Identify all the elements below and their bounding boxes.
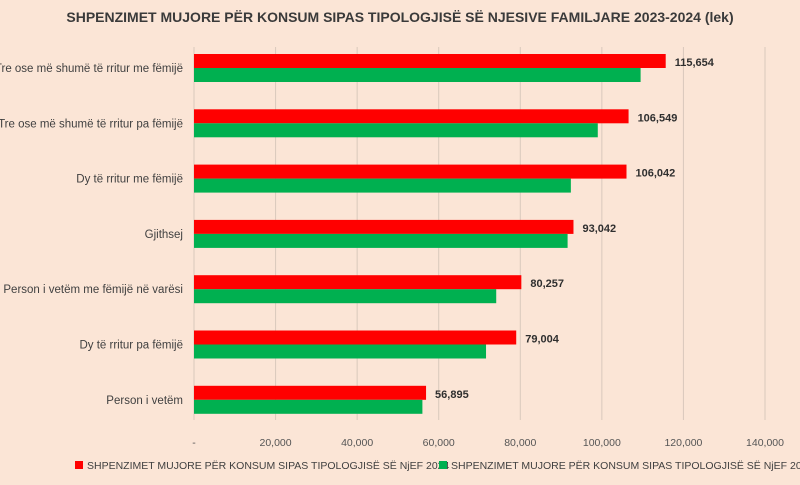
category-label: Person i vetëm	[106, 395, 183, 407]
bar-2024	[194, 219, 574, 234]
x-tick-label: -	[192, 437, 196, 449]
x-tick-label: 120,000	[664, 437, 702, 449]
x-tick-label: 20,000	[260, 437, 292, 449]
bar-2024	[194, 164, 627, 179]
chart-title: SHPENZIMET MUJORE PËR KONSUM SIPAS TIPOL…	[66, 9, 733, 25]
bar-2023	[194, 233, 568, 248]
data-label-2024: 106,549	[638, 112, 678, 124]
data-label-2024: 106,042	[635, 168, 675, 180]
x-tick-label: 80,000	[504, 437, 536, 449]
category-label: Dy të rritur pa fëmijë	[79, 340, 183, 352]
legend: SHPENZIMET MUJORE PËR KONSUM SIPAS TIPOL…	[75, 460, 800, 472]
category-labels: Tre ose më shumë të rritur me fëmijë Tre …	[0, 63, 183, 407]
bars: 115,654 106,549 106,042 93,042 80,257 79,004 5…	[194, 54, 715, 414]
legend-swatch-2024	[75, 461, 83, 469]
bar-2024	[194, 385, 427, 400]
legend-label-2023: SHPENZIMET MUJORE PËR KONSUM SIPAS TIPOL…	[451, 460, 800, 472]
category-label: Tre ose më shumë të rritur pa fëmijë	[0, 118, 183, 130]
data-label-2024: 80,257	[530, 278, 564, 290]
bar-2023	[194, 123, 598, 138]
bar-2023	[194, 178, 571, 193]
bar-2023	[194, 344, 487, 359]
bar-2024	[194, 275, 522, 290]
x-tick-label: 140,000	[746, 437, 784, 449]
category-label: Gjithsej	[145, 229, 183, 241]
category-label: Person i vetëm me fëmijë në varësi	[3, 284, 183, 296]
bar-2024	[194, 109, 629, 124]
bar-2024	[194, 330, 517, 345]
data-label-2024: 93,042	[582, 223, 616, 235]
x-tick-label: 100,000	[583, 437, 621, 449]
data-label-2024: 115,654	[675, 57, 715, 69]
data-label-2024: 79,004	[525, 334, 560, 346]
bar-2024	[194, 54, 666, 68]
bar-2023	[194, 289, 497, 304]
category-label: Dy të rritur me fëmijë	[76, 174, 183, 186]
legend-label-2024: SHPENZIMET MUJORE PËR KONSUM SIPAS TIPOL…	[87, 460, 449, 472]
legend-swatch-2023	[439, 461, 447, 469]
bar-2023	[194, 399, 423, 414]
data-label-2024: 56,895	[435, 389, 469, 401]
category-label: Tre ose më shumë të rritur me fëmijë	[0, 63, 183, 75]
x-axis-ticks: - 20,000 40,000 60,000 80,000 100,000 120,000 1…	[192, 437, 784, 449]
x-tick-label: 40,000	[341, 437, 373, 449]
x-tick-label: 60,000	[423, 437, 455, 449]
bar-2023	[194, 68, 641, 82]
